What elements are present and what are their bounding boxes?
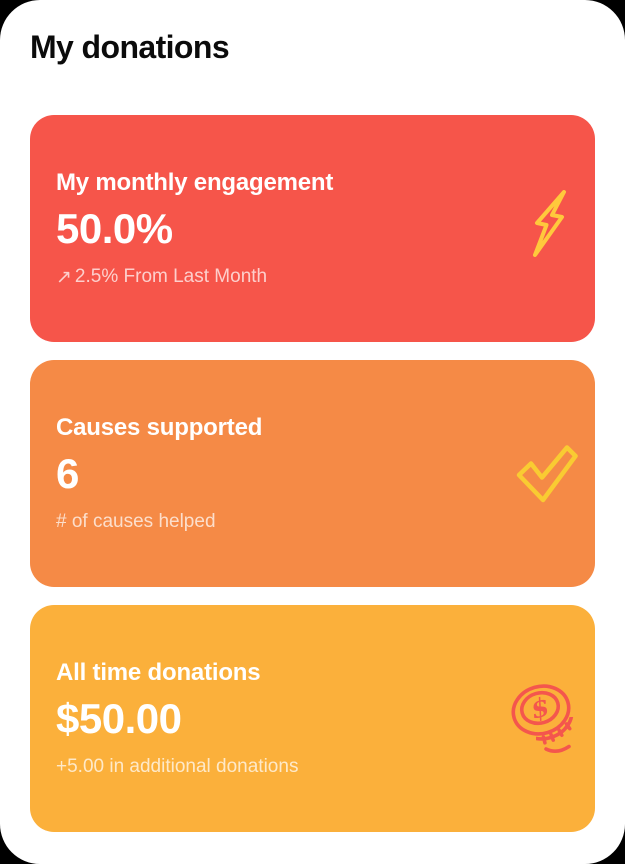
card-title: My monthly engagement [56,168,334,196]
stat-card-causes-supported: Causes supported 6 # of causes helped [30,360,595,587]
card-title: Causes supported [56,414,263,441]
card-value: $50.00 [56,695,182,742]
checkmark-icon [516,444,578,503]
card-value: 6 [56,450,79,497]
card-subtext-label: 2.5% From Last Month [74,266,268,287]
card-subtext-label: +5.00 in additional donations [56,756,299,777]
coin-icon: $ [510,683,578,755]
page-title: My donations [30,29,230,65]
card-subtext: ↗ 2.5% From Last Month [56,266,480,289]
card-subtext: # of causes helped [56,511,480,533]
stat-card-monthly-engagement: My monthly engagement 50.0% ↗ 2.5% From … [30,115,595,342]
stat-card-all-time-donations: All time donations $50.00 +5.00 in addit… [30,605,595,832]
card-value: 50.0% [56,204,173,252]
trend-up-arrow-icon: ↗ [56,266,72,288]
lightning-bolt-icon [532,189,578,258]
card-subtext-label: # of causes helped [56,511,216,532]
card-subtext: +5.00 in additional donations [56,756,480,778]
card-title: All time donations [56,659,261,686]
